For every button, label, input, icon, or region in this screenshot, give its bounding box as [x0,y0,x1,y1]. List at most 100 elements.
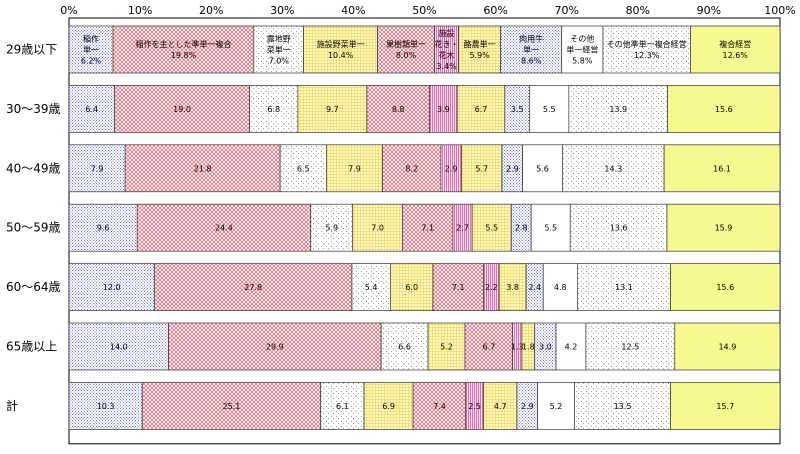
data-label: 1.8 [522,343,535,352]
bar-segment [674,322,781,371]
series-label: 肉用牛 [519,34,543,44]
bar-segment [666,203,781,252]
bar-segment [667,85,781,133]
data-label: 8.8 [392,105,405,114]
bar-segment [602,25,691,74]
data-label: 29.9 [266,343,284,352]
data-label: 19.8% [171,51,197,60]
bar-segment [690,25,781,74]
bar-segment [529,85,570,133]
data-label: 6.1 [336,402,349,411]
category-label: 29歳以下 [6,43,57,57]
data-label: 6.2% [81,57,102,66]
bar-segment [68,263,155,311]
data-label: 24.4 [215,224,233,233]
data-label: 1.3 [511,343,524,352]
bar-segment [562,144,665,193]
data-label: 5.7 [475,164,488,173]
data-label: 2.8 [515,224,528,233]
bar-segment [577,263,671,311]
x-tick-label: 70% [554,4,578,17]
data-label: 2.2 [485,283,498,292]
data-label: 27.8 [244,283,262,292]
data-label: 2.7 [456,224,469,233]
series-label: その他準単一複合経営 [607,39,687,49]
bar-segment [456,85,506,133]
data-label: 7.9 [91,164,104,173]
bar-segment [68,144,126,193]
series-label: 単一経営 [566,45,598,55]
series-label: 花木 [439,50,455,60]
data-label: 5.8% [572,57,593,66]
data-label: 2.9 [521,402,534,411]
data-label: 15.9 [715,224,733,233]
data-label: 14.9 [718,343,736,352]
bar-segment [297,85,368,133]
bar-segment [168,322,382,371]
x-axis: 0% 10% 20% 30% 40% 50% 60% 70% 80% 90% 100% [60,4,796,445]
data-label: 8.6% [521,57,542,66]
data-label: 9.7 [326,105,339,114]
bar-segment [670,263,781,311]
data-label: 6.9 [382,402,395,411]
bar-segment [363,382,414,430]
data-label: 13.9 [609,105,627,114]
category-label: 50～59歳 [6,221,61,235]
bar-segment [663,144,781,193]
bar-segment [279,144,327,193]
data-label: 12.3% [634,51,660,60]
data-label: 3.5 [511,105,524,114]
bar-segment [561,25,604,74]
bar-segment [569,203,668,252]
bar-segment [68,322,169,371]
data-label: 14.3 [604,164,622,173]
bar-segment [504,85,531,133]
series-label: 菜単一 [267,45,291,55]
data-label: 7.9 [348,164,361,173]
data-label: 5.9% [469,51,490,60]
x-tick-label: 30% [270,4,294,17]
data-label: 5.2 [550,402,563,411]
data-label: 6.0 [405,283,418,292]
data-label: 25.1 [223,402,241,411]
data-label: 10.3 [97,402,115,411]
bar-segment [141,382,322,430]
data-label: 6.6 [398,343,411,352]
bar-segment [303,25,378,74]
bar-segment [351,263,391,311]
data-label: 6.5 [297,164,310,173]
data-label: 7.1 [452,283,465,292]
bar-segment [429,85,458,133]
bar-segment [498,263,527,311]
series-label: 稲作を主とした準単一複合 [135,39,231,49]
bar-segment [585,322,676,371]
bar-segment [124,144,281,193]
x-tick-label: 20% [199,4,223,17]
data-label: 12.6% [722,51,748,60]
data-label: 16.1 [713,164,731,173]
x-tick-label: 80% [626,4,650,17]
x-tick-label: 100% [764,4,795,17]
bar-segment [153,263,353,311]
data-label: 15.7 [716,402,734,411]
data-label: 2.4 [528,283,541,292]
data-label: 15.6 [716,283,734,292]
bar-segment [136,203,312,252]
data-label: 3.4% [436,62,457,71]
series-label: 単一 [523,45,539,55]
bar-segment [568,85,669,133]
data-label: 6.8 [267,105,280,114]
series-label: 施設野菜単一 [317,39,365,49]
bar-segment [542,263,578,311]
bar-segment [390,263,434,311]
data-label: 4.7 [494,402,507,411]
category-label: 65歳以上 [6,340,57,354]
bar-segment [249,85,299,133]
data-label: 3.9 [437,105,450,114]
data-label: 4.8 [554,283,567,292]
data-label: 7.0% [269,57,290,66]
bars-layer [68,25,781,430]
bar-segment [352,203,403,252]
